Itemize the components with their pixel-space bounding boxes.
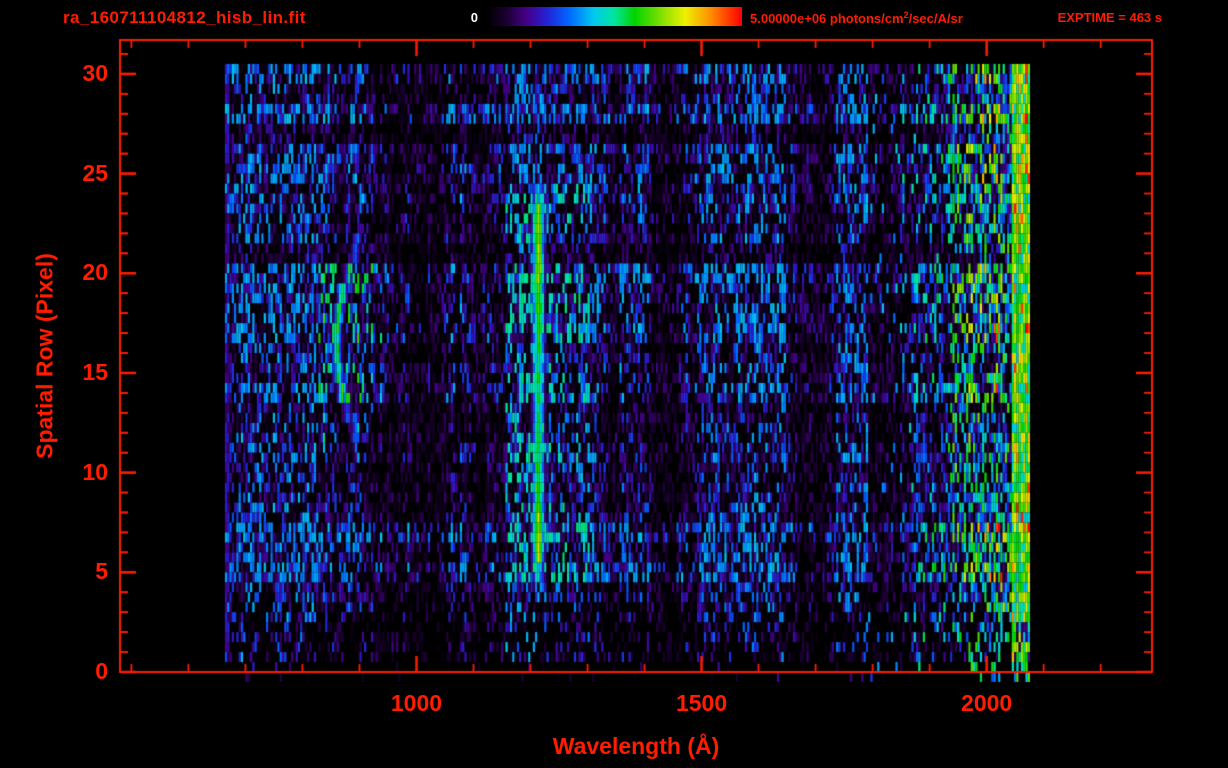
- colorbar-gradient: [486, 7, 742, 26]
- colorbar-max-prefix: 5.00000e+06 photons/cm: [750, 11, 904, 26]
- colorbar-max-suffix: /sec/A/sr: [908, 11, 963, 26]
- x-axis-title: Wavelength (Å): [552, 733, 720, 759]
- colorbar-min-label: 0: [470, 10, 478, 25]
- colorbar-max-label: 5.00000e+06 photons/cm2/sec/A/sr: [750, 10, 963, 26]
- file-title: ra_160711104812_hisb_lin.fit: [63, 8, 306, 27]
- y-axis-title: Spatial Row (Pixel): [31, 253, 58, 459]
- exptime-label: EXPTIME = 463 s: [1057, 10, 1162, 25]
- colorbar-max-superscript: 2: [903, 10, 909, 20]
